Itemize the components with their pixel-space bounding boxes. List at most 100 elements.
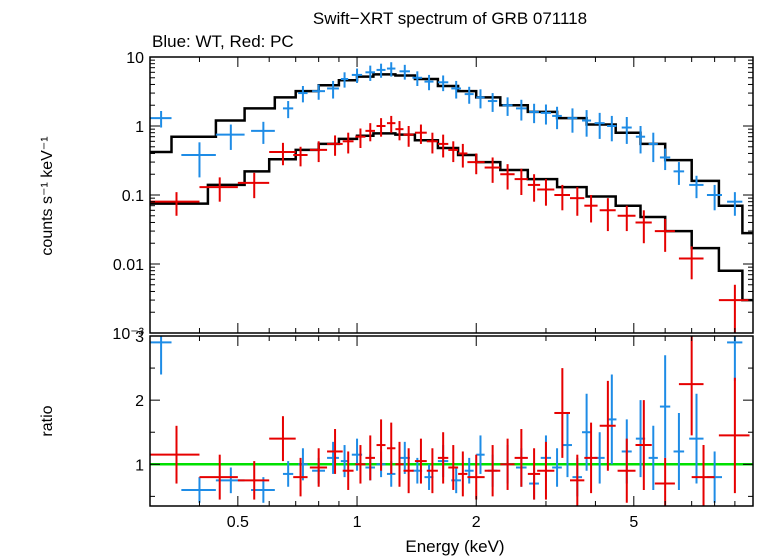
spectrum-point-wt bbox=[635, 126, 646, 154]
spectrum-point-wt bbox=[594, 112, 605, 139]
ratio-point-pc bbox=[537, 441, 555, 500]
spectrum-point-wt bbox=[648, 132, 658, 163]
ratio-point-wt bbox=[727, 336, 743, 381]
spectrum-point-wt bbox=[437, 75, 449, 92]
spectrum-point-wt bbox=[365, 65, 375, 81]
ratio-point-pc bbox=[426, 448, 438, 494]
spectrum-point-wt bbox=[376, 63, 386, 78]
spectrum-point-pc bbox=[448, 141, 459, 163]
spectrum-point-pc bbox=[527, 174, 541, 202]
spectrum-point-pc bbox=[599, 198, 616, 232]
spectrum-point-pc bbox=[309, 141, 328, 163]
spectrum-point-pc bbox=[458, 143, 468, 168]
spectrum-point-pc bbox=[617, 205, 636, 232]
spectrum-frame bbox=[149, 56, 754, 334]
spectrum-point-pc bbox=[437, 134, 449, 158]
ratio-y-tick-label: 2 bbox=[135, 393, 144, 410]
spectrum-point-wt bbox=[502, 97, 513, 116]
spectrum-y-tick-label: 1 bbox=[135, 119, 144, 136]
ratio-point-wt bbox=[673, 412, 685, 490]
ratio-point-pc bbox=[376, 419, 386, 471]
spectrum-point-pc bbox=[500, 164, 515, 190]
spectrum-point-pc bbox=[584, 195, 598, 223]
spectrum-point-pc bbox=[293, 146, 308, 167]
spectrum-point-wt bbox=[399, 64, 410, 80]
ratio-y-tick-label: 3 bbox=[135, 329, 144, 346]
spectrum-y-tick-label: 0.1 bbox=[122, 188, 144, 205]
ratio-point-pc bbox=[386, 422, 396, 474]
spectrum-point-pc bbox=[514, 168, 528, 195]
ratio-frame bbox=[149, 335, 754, 507]
ratio-point-pc bbox=[150, 425, 200, 484]
spectrum-point-wt bbox=[386, 62, 396, 77]
ratio-point-pc bbox=[237, 461, 270, 500]
spectrum-point-pc bbox=[327, 135, 343, 156]
ratio-point-pc bbox=[403, 448, 414, 494]
x-tick-label: 5 bbox=[629, 514, 638, 531]
spectrum-point-pc bbox=[199, 177, 238, 202]
spectrum-point-pc bbox=[395, 121, 404, 141]
ratio-point-pc bbox=[635, 400, 652, 490]
spectrum-point-wt bbox=[552, 106, 562, 130]
ratio-point-pc bbox=[554, 368, 570, 458]
spectrum-point-wt bbox=[150, 110, 172, 128]
spectrum-point-pc bbox=[386, 115, 396, 133]
x-tick-label: 2 bbox=[472, 514, 481, 531]
spectrum-point-pc bbox=[269, 142, 296, 166]
ratio-point-wt bbox=[282, 461, 294, 487]
ratio-point-pc bbox=[458, 451, 468, 497]
spectrum-point-wt bbox=[282, 101, 294, 119]
spectrum-point-wt bbox=[351, 68, 363, 83]
spectrum-point-pc bbox=[484, 157, 501, 183]
spectrum-point-pc bbox=[654, 218, 675, 252]
spectrum-point-pc bbox=[342, 132, 354, 154]
ratio-point-wt bbox=[340, 445, 349, 478]
ratio-point-pc bbox=[654, 457, 675, 506]
spectrum-point-wt bbox=[607, 115, 617, 142]
spectrum-point-pc bbox=[376, 118, 386, 137]
spectrum-point-pc bbox=[554, 184, 570, 211]
ratio-point-pc bbox=[199, 454, 238, 500]
ratio-point-wt bbox=[552, 448, 562, 487]
spectrum-point-wt bbox=[251, 121, 275, 144]
ratio-point-pc bbox=[365, 435, 375, 481]
ratio-point-wt bbox=[648, 425, 658, 490]
spectrum-point-pc bbox=[150, 192, 200, 216]
ratio-y-tick-label: 1 bbox=[135, 457, 144, 474]
spectrum-point-wt bbox=[476, 89, 485, 109]
ratio-plot-area bbox=[150, 336, 753, 506]
chart-title: Swift−XRT spectrum of GRB 071118 bbox=[313, 9, 587, 28]
spectrum-point-wt bbox=[659, 148, 671, 171]
spectrum-point-wt bbox=[540, 104, 552, 125]
ratio-point-wt bbox=[476, 435, 485, 474]
ratio-point-pc bbox=[395, 441, 404, 487]
spectrum-point-wt bbox=[515, 99, 527, 121]
ratio-point-wt bbox=[582, 393, 592, 471]
ratio-point-wt bbox=[659, 355, 671, 458]
x-tick-label: 0.5 bbox=[227, 514, 249, 531]
ratio-point-wt bbox=[327, 441, 339, 474]
ratio-point-pc bbox=[718, 377, 750, 494]
ratio-point-pc bbox=[293, 457, 308, 497]
x-axis-label: Energy (keV) bbox=[405, 537, 504, 556]
ratio-y-axis-label: ratio bbox=[39, 405, 56, 436]
spectrum-point-pc bbox=[403, 126, 414, 147]
spectrum-point-wt bbox=[424, 74, 434, 91]
ratio-point-pc bbox=[448, 445, 459, 490]
ratio-point-pc bbox=[327, 429, 343, 474]
spectrum-point-wt bbox=[529, 103, 539, 124]
spectrum-y-tick-label: 10 bbox=[126, 50, 144, 67]
spectrum-point-wt bbox=[582, 110, 592, 137]
spectrum-point-wt bbox=[673, 162, 685, 185]
spectrum-point-wt bbox=[621, 117, 632, 144]
ratio-point-pc bbox=[514, 429, 528, 487]
spectrum-point-wt bbox=[567, 108, 578, 133]
ratio-point-wt bbox=[181, 477, 216, 503]
spectrum-point-wt bbox=[487, 93, 498, 112]
ratio-point-pc bbox=[691, 445, 715, 506]
spectrum-point-wt bbox=[689, 175, 704, 199]
ratio-point-pc bbox=[309, 448, 328, 487]
spectrum-point-pc bbox=[365, 123, 375, 142]
ratio-point-pc bbox=[484, 445, 501, 497]
